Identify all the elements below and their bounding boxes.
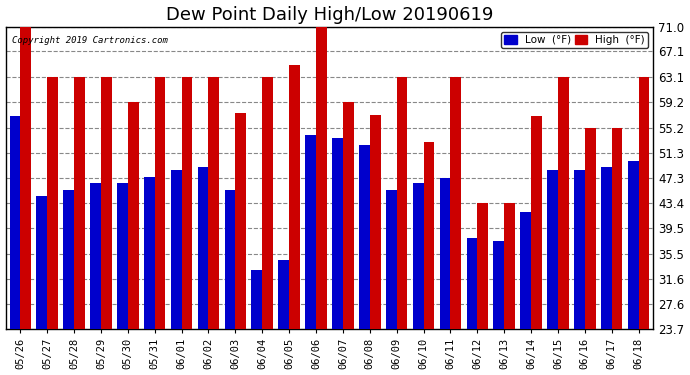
Bar: [638, 77, 649, 329]
Bar: [235, 113, 246, 329]
Bar: [10, 116, 20, 329]
Bar: [386, 190, 397, 329]
Bar: [278, 260, 289, 329]
Bar: [90, 183, 101, 329]
Bar: [208, 77, 219, 329]
Bar: [63, 190, 74, 329]
Bar: [370, 115, 380, 329]
Bar: [289, 65, 300, 329]
Bar: [20, 27, 31, 329]
Bar: [601, 167, 611, 329]
Bar: [144, 177, 155, 329]
Bar: [117, 183, 128, 329]
Bar: [101, 77, 112, 329]
Bar: [305, 135, 316, 329]
Bar: [316, 27, 327, 329]
Legend: Low  (°F), High  (°F): Low (°F), High (°F): [502, 32, 648, 48]
Bar: [343, 102, 354, 329]
Bar: [359, 145, 370, 329]
Bar: [440, 178, 451, 329]
Bar: [155, 77, 166, 329]
Bar: [37, 196, 47, 329]
Bar: [558, 77, 569, 329]
Bar: [520, 212, 531, 329]
Bar: [225, 190, 235, 329]
Bar: [611, 128, 622, 329]
Bar: [262, 77, 273, 329]
Bar: [466, 238, 477, 329]
Bar: [128, 102, 139, 329]
Text: Copyright 2019 Cartronics.com: Copyright 2019 Cartronics.com: [12, 36, 168, 45]
Bar: [628, 161, 638, 329]
Bar: [181, 77, 193, 329]
Bar: [531, 116, 542, 329]
Bar: [413, 183, 424, 329]
Bar: [397, 77, 407, 329]
Bar: [47, 77, 58, 329]
Bar: [424, 142, 434, 329]
Bar: [574, 171, 585, 329]
Bar: [332, 138, 343, 329]
Bar: [198, 167, 208, 329]
Bar: [477, 203, 488, 329]
Bar: [493, 241, 504, 329]
Bar: [451, 77, 461, 329]
Bar: [504, 203, 515, 329]
Bar: [585, 128, 595, 329]
Title: Dew Point Daily High/Low 20190619: Dew Point Daily High/Low 20190619: [166, 6, 493, 24]
Bar: [251, 270, 262, 329]
Bar: [74, 77, 85, 329]
Bar: [171, 171, 181, 329]
Bar: [547, 171, 558, 329]
